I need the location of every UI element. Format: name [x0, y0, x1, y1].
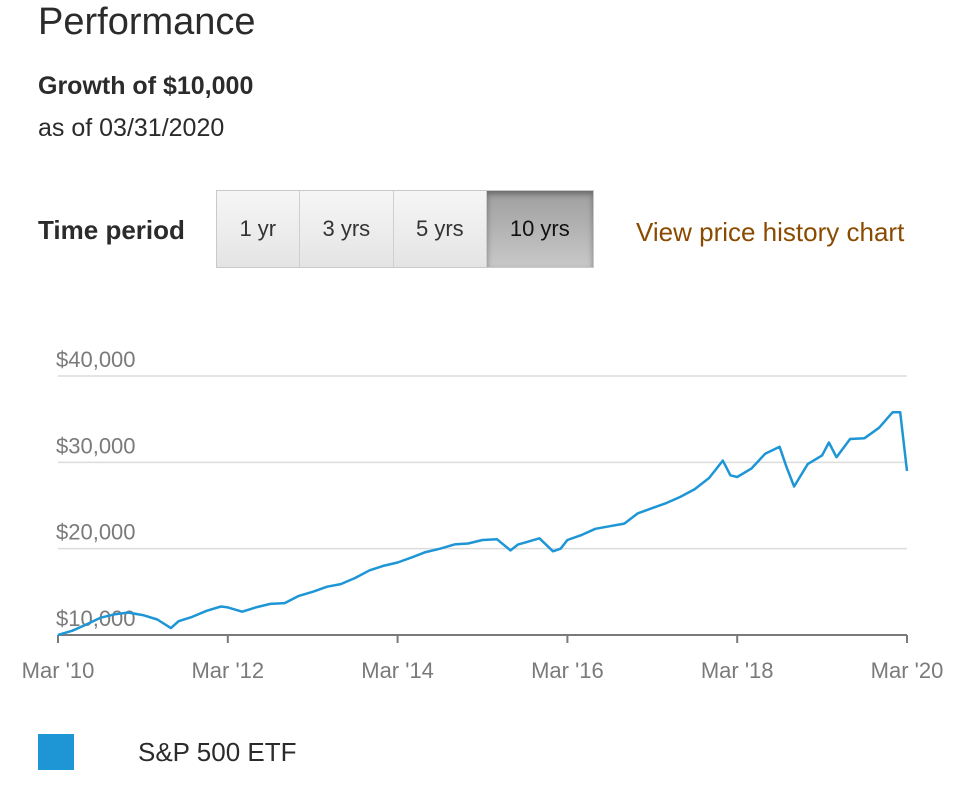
x-axis: Mar '10 Mar '12 Mar '14 Mar '16 Mar '18 Mar '…	[22, 634, 944, 683]
x-tick-label: Mar '18	[701, 658, 774, 683]
x-tick-label: Mar '16	[531, 658, 604, 683]
x-tick-label: Mar '10	[22, 658, 95, 683]
period-1yr-button[interactable]: 1 yr	[217, 191, 300, 267]
y-axis-labels: $10,000 $20,000 $30,000 $40,000	[56, 347, 136, 631]
time-period-label: Time period	[38, 215, 185, 245]
x-tick-label: Mar '14	[361, 658, 434, 683]
y-tick-label: $10,000	[56, 606, 136, 631]
growth-title: Growth of $10,000	[38, 72, 254, 100]
as-of-date: as of 03/31/2020	[38, 114, 225, 142]
y-tick-label: $30,000	[56, 433, 136, 458]
chart-gridlines	[58, 375, 907, 550]
chart-legend: S&P 500 ETF	[38, 734, 297, 770]
view-price-history-link[interactable]: View price history chart	[636, 217, 905, 247]
page-title: Performance	[38, 1, 256, 43]
series-line-sp500-etf	[57, 411, 909, 637]
period-5yrs-button[interactable]: 5 yrs	[394, 191, 487, 267]
time-period-selector: 1 yr 3 yrs 5 yrs 10 yrs	[216, 190, 594, 268]
y-tick-label: $40,000	[56, 347, 136, 372]
period-10yrs-button[interactable]: 10 yrs	[486, 191, 593, 267]
growth-chart: $10,000$20,000$30,000$40,000 Mar '10 Mar …	[22, 347, 944, 683]
legend-swatch	[38, 734, 74, 770]
y-tick-label: $20,000	[56, 520, 136, 545]
x-tick-label: Mar '20	[871, 658, 944, 683]
legend-label: S&P 500 ETF	[138, 737, 297, 767]
period-3yrs-button[interactable]: 3 yrs	[299, 191, 395, 267]
x-tick-label: Mar '12	[191, 658, 264, 683]
